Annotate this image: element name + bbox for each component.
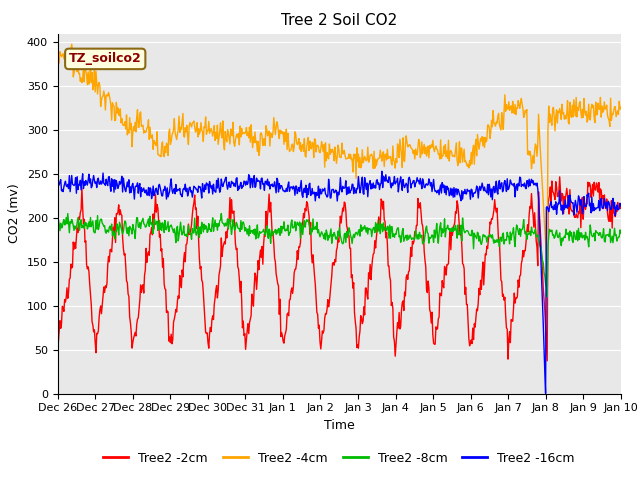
Text: TZ_soilco2: TZ_soilco2 [69, 52, 141, 65]
Y-axis label: CO2 (mv): CO2 (mv) [8, 184, 21, 243]
Title: Tree 2 Soil CO2: Tree 2 Soil CO2 [281, 13, 397, 28]
X-axis label: Time: Time [324, 419, 355, 432]
Legend: Tree2 -2cm, Tree2 -4cm, Tree2 -8cm, Tree2 -16cm: Tree2 -2cm, Tree2 -4cm, Tree2 -8cm, Tree… [99, 447, 580, 469]
